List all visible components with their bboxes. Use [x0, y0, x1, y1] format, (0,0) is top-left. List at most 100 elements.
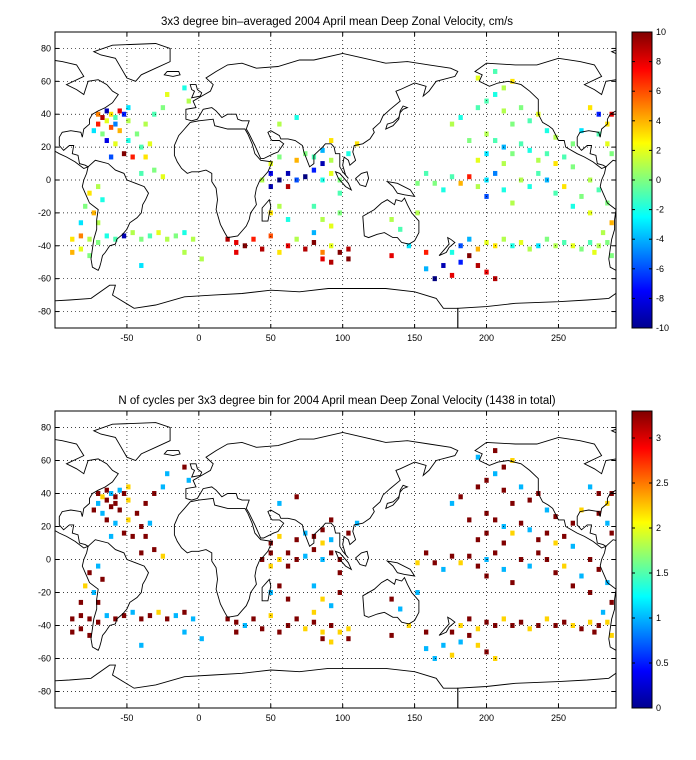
data-cell: [415, 180, 420, 186]
data-cell: [527, 147, 532, 153]
data-cell: [199, 636, 204, 642]
data-cell: [346, 530, 351, 536]
data-cell: [78, 626, 84, 632]
y-tick-label: 20: [41, 522, 51, 532]
data-cell: [173, 613, 178, 619]
y-tick-label: -40: [38, 241, 51, 251]
data-cell: [234, 619, 239, 625]
data-cell: [126, 105, 131, 111]
data-cell: [285, 550, 291, 556]
data-cell: [475, 484, 481, 490]
data-cell: [182, 85, 187, 91]
data-cell: [536, 243, 541, 249]
data-cell: [100, 576, 105, 582]
data-cell: [83, 583, 88, 589]
data-cells: [70, 69, 614, 282]
data-cell: [518, 105, 524, 111]
data-cell: [285, 596, 291, 602]
data-cell: [160, 484, 166, 490]
data-cell: [475, 246, 481, 252]
data-cell: [285, 184, 291, 190]
data-cell: [251, 236, 256, 242]
data-cell: [311, 203, 317, 209]
data-cell: [587, 177, 593, 183]
data-cell: [117, 507, 122, 513]
data-cell: [152, 491, 157, 496]
chart-title: 3x3 degree bin–averaged 2004 April mean …: [161, 16, 513, 28]
y-tick-label: -80: [38, 687, 51, 697]
data-cell: [544, 557, 550, 562]
data-cell: [242, 243, 248, 249]
coastline: [457, 672, 616, 708]
data-cell: [113, 236, 118, 242]
data-cell: [562, 533, 567, 539]
data-cell: [303, 553, 308, 559]
data-cell: [294, 537, 299, 543]
colorbar-tick-label: -10: [656, 323, 669, 333]
data-cell: [139, 236, 144, 242]
data-cell: [190, 616, 196, 622]
data-cell: [268, 590, 273, 595]
data-cell: [329, 170, 334, 176]
data-cell: [78, 233, 84, 239]
colorbar-tick-label: 0: [656, 175, 661, 185]
plot-frame: [54, 410, 617, 709]
data-cell: [130, 230, 135, 236]
coastline: [189, 463, 203, 478]
data-cell: [510, 78, 515, 84]
data-cell: [501, 616, 506, 622]
data-cell: [95, 563, 101, 569]
data-cell: [562, 619, 567, 625]
data-cell: [320, 636, 325, 642]
data-cell: [182, 629, 187, 635]
coastline: [185, 431, 459, 559]
coastline: [261, 198, 272, 222]
data-cell: [285, 563, 291, 569]
cycles-panel: N of cycles per 3x3 degree bin for 2004 …: [38, 395, 669, 723]
coastline: [334, 550, 353, 571]
data-cell: [458, 494, 463, 500]
data-cell: [596, 491, 601, 496]
data-cell: [441, 566, 446, 572]
data-cell: [320, 177, 325, 183]
coastline: [261, 578, 272, 602]
data-cell: [259, 557, 265, 562]
coastline: [163, 71, 181, 77]
data-cell: [311, 167, 317, 173]
data-cell: [527, 184, 532, 190]
data-cell: [493, 550, 498, 556]
data-cell: [415, 590, 420, 595]
data-cell: [117, 108, 122, 114]
data-cell: [104, 613, 109, 619]
data-cell: [268, 233, 273, 239]
data-cell: [527, 497, 532, 503]
x-tick-label: -50: [120, 713, 133, 723]
data-cell: [251, 616, 256, 622]
coastline: [692, 119, 696, 237]
x-tick-label: 0: [196, 333, 201, 343]
data-cell: [605, 520, 610, 526]
data-cell: [139, 524, 144, 529]
data-cell: [165, 236, 170, 242]
data-cell: [259, 246, 265, 252]
data-cell: [225, 616, 230, 622]
data-cell: [493, 69, 498, 74]
data-cell: [95, 240, 101, 245]
data-cell: [337, 249, 342, 255]
data-cell: [579, 128, 584, 134]
data-cell: [95, 121, 101, 127]
x-tick-label: 100: [335, 333, 350, 343]
chart-title: N of cycles per 3x3 degree bin for 2004 …: [118, 395, 555, 407]
data-cell: [501, 566, 506, 572]
data-cell: [354, 141, 360, 147]
data-cell: [493, 138, 498, 143]
data-cell: [234, 249, 239, 255]
data-cell: [518, 619, 524, 625]
data-cell: [501, 161, 506, 167]
data-cell: [449, 500, 455, 506]
data-cell: [95, 111, 101, 117]
data-cell: [199, 256, 204, 262]
data-cell: [510, 530, 515, 536]
coastline: [355, 171, 370, 188]
data-cell: [139, 144, 144, 150]
